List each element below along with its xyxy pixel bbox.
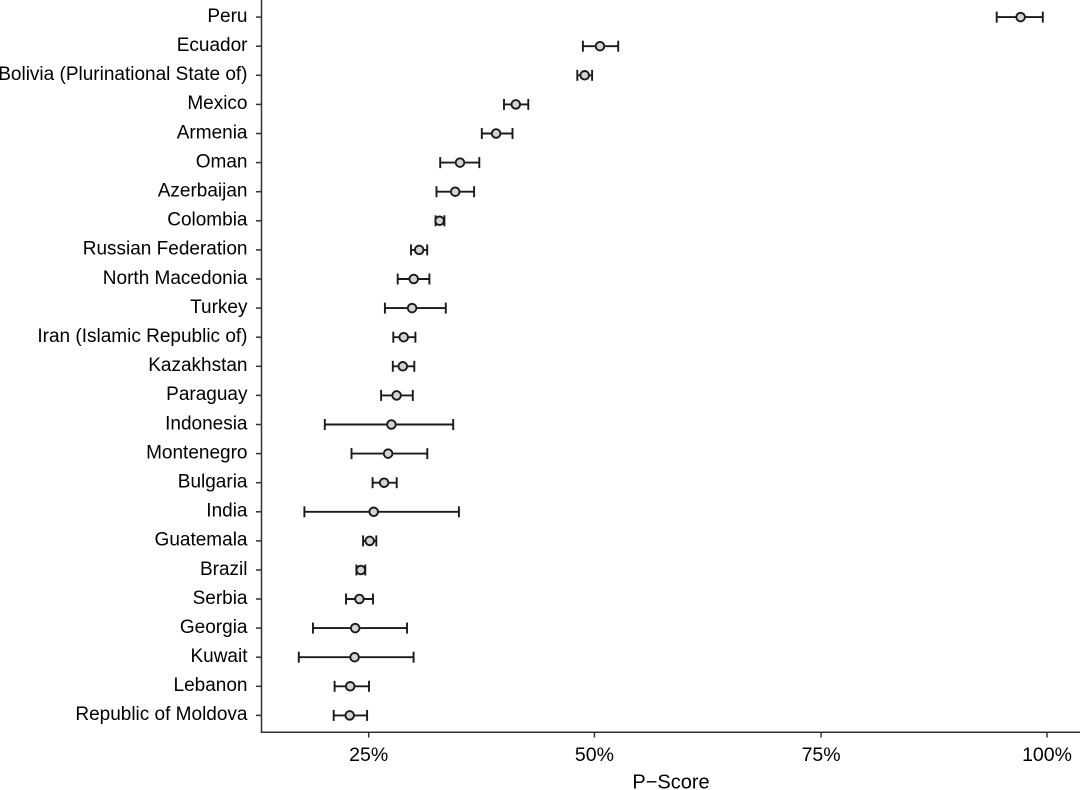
svg-text:50%: 50% xyxy=(575,744,614,766)
svg-text:Montenegro: Montenegro xyxy=(146,442,247,463)
svg-text:Kazakhstan: Kazakhstan xyxy=(148,355,247,376)
svg-text:Bolivia (Plurinational State o: Bolivia (Plurinational State of) xyxy=(0,64,248,85)
svg-text:Armenia: Armenia xyxy=(177,122,248,143)
svg-text:Bulgaria: Bulgaria xyxy=(178,472,248,493)
svg-text:North Macedonia: North Macedonia xyxy=(103,268,248,289)
svg-text:25%: 25% xyxy=(349,744,388,766)
svg-text:Turkey: Turkey xyxy=(190,297,248,318)
svg-text:Serbia: Serbia xyxy=(193,588,248,609)
svg-text:Lebanon: Lebanon xyxy=(174,675,248,696)
svg-text:Kuwait: Kuwait xyxy=(190,646,248,667)
svg-text:Paraguay: Paraguay xyxy=(166,384,248,405)
svg-text:100%: 100% xyxy=(1022,744,1072,766)
svg-text:P−Score: P−Score xyxy=(632,772,709,790)
svg-text:Peru: Peru xyxy=(207,6,247,27)
svg-text:Mexico: Mexico xyxy=(187,93,247,114)
svg-text:75%: 75% xyxy=(802,744,841,766)
svg-text:Colombia: Colombia xyxy=(167,210,248,231)
svg-text:Russian Federation: Russian Federation xyxy=(83,239,248,260)
svg-text:Ecuador: Ecuador xyxy=(177,35,248,56)
svg-text:India: India xyxy=(206,501,248,522)
svg-text:Georgia: Georgia xyxy=(180,617,248,638)
svg-text:Iran (Islamic Republic of): Iran (Islamic Republic of) xyxy=(37,326,247,347)
svg-text:Oman: Oman xyxy=(196,151,248,172)
svg-text:Republic of Moldova: Republic of Moldova xyxy=(75,704,248,725)
svg-text:Brazil: Brazil xyxy=(200,559,248,580)
svg-text:Azerbaijan: Azerbaijan xyxy=(158,181,248,202)
svg-text:Guatemala: Guatemala xyxy=(155,530,248,551)
svg-text:Indonesia: Indonesia xyxy=(165,413,248,434)
